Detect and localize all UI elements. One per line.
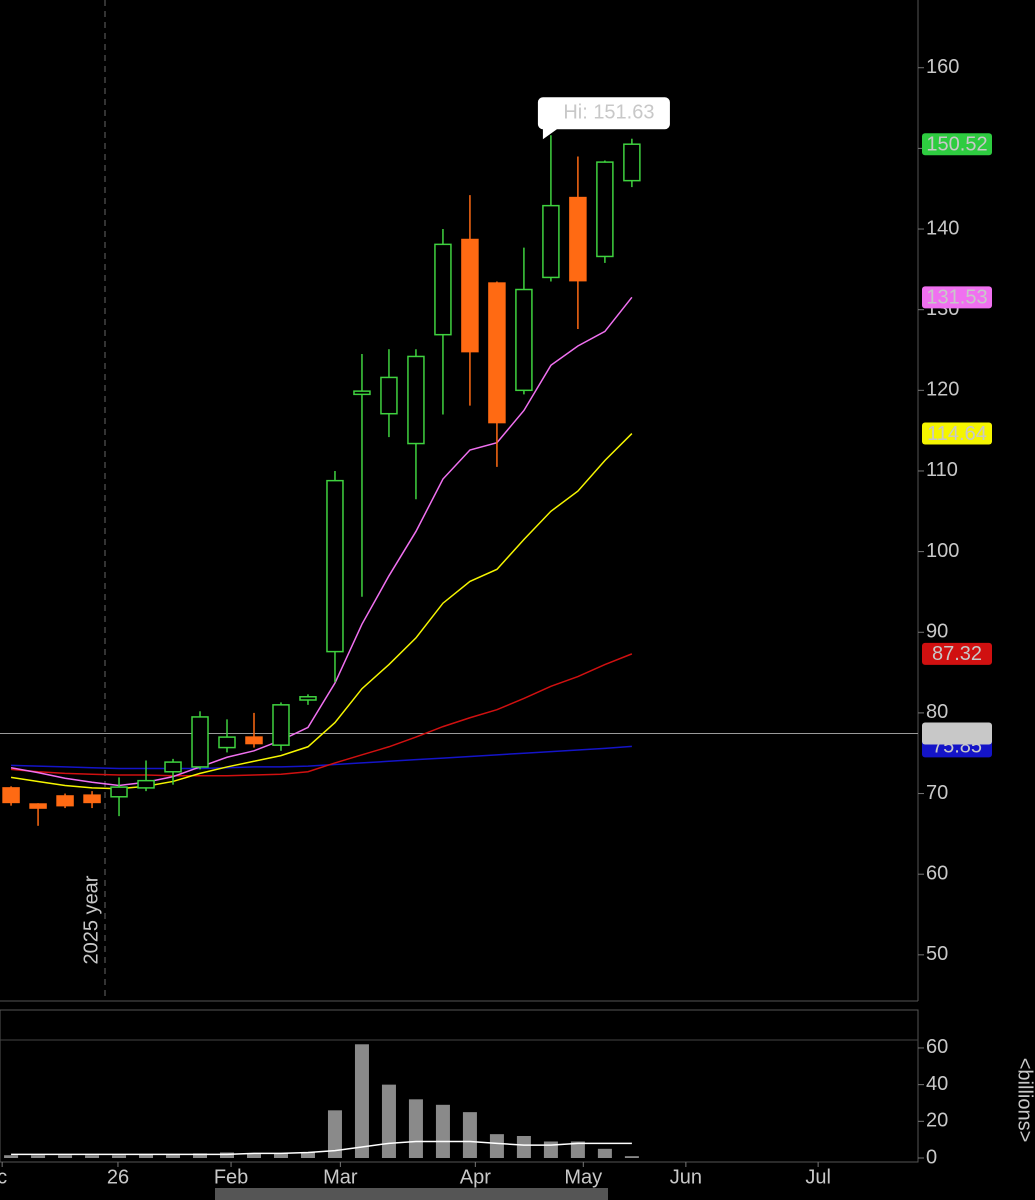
x-tick-label: Mar [323, 1166, 358, 1188]
candle-body [299, 696, 317, 701]
candle-body [569, 196, 587, 282]
y-tick-label: 100 [926, 540, 959, 562]
volume-bar [408, 1099, 423, 1158]
volume-bar [462, 1112, 477, 1158]
y-tick-label: 40 [926, 1073, 948, 1095]
volume-bar [516, 1135, 531, 1158]
last-value-label: 114.64 [927, 423, 987, 445]
volume-bar [112, 1155, 127, 1158]
volume-bar [381, 1084, 396, 1158]
volume-bar [273, 1153, 288, 1158]
candle-body [515, 288, 533, 392]
volume-bar [85, 1155, 100, 1158]
last-value-box [922, 422, 992, 445]
y-tick-label: 70 [926, 782, 948, 804]
y-tick-label: 50 [926, 943, 948, 965]
x-tick-label: Feb [214, 1166, 248, 1188]
x-tick-label: May [564, 1166, 602, 1188]
volume-bar [597, 1148, 612, 1158]
y-tick-label: 80 [926, 701, 948, 723]
candle-body [542, 204, 560, 279]
volume-bar [193, 1153, 208, 1158]
x-tick-label: Jun [670, 1166, 702, 1188]
x-tick-label: Jul [805, 1166, 831, 1188]
volume-bar [489, 1134, 504, 1158]
candle-body [380, 376, 398, 415]
moving-average [10, 653, 633, 777]
y-tick-label: 160 [926, 56, 959, 78]
last-value-label: 131.53 [926, 287, 987, 309]
volume-average [11, 1140, 632, 1156]
candle-body [326, 479, 344, 653]
y-tick-label: 0 [926, 1146, 937, 1168]
volume-bar [624, 1156, 639, 1158]
last-value-label: 150.52 [926, 133, 987, 155]
y-tick-label: 60 [926, 862, 948, 884]
pane-border [0, 1009, 919, 1163]
volume-bar [4, 1155, 19, 1158]
volume-bar [354, 1044, 369, 1158]
volume-bar [300, 1152, 315, 1158]
volume-bar [220, 1152, 235, 1158]
y-tick-label: 90 [926, 621, 948, 643]
candle-body [56, 795, 74, 807]
candle-body [407, 355, 425, 445]
candle-body [488, 282, 506, 424]
candle-body [164, 761, 182, 773]
candle-body [272, 704, 290, 746]
volume-bar [166, 1154, 181, 1158]
y-tick-label: 120 [926, 379, 959, 401]
candle-body [191, 716, 209, 768]
last-value-box [922, 286, 992, 309]
y-tick-label: 140 [926, 217, 959, 239]
annotation-box [537, 97, 670, 140]
y-tick-label: 20 [926, 1110, 948, 1132]
last-value-box [922, 642, 992, 665]
volume-bar [570, 1141, 585, 1158]
candle-body [29, 803, 47, 809]
y-tick-label: 60 [926, 1036, 948, 1058]
volume-bar [139, 1154, 154, 1158]
candle-body [596, 161, 614, 258]
candle-body [83, 794, 101, 804]
last-value-box [922, 133, 992, 156]
y-tick-label: 110 [926, 459, 958, 481]
volume-bar [327, 1110, 342, 1158]
last-value-label: 77.44 [932, 723, 982, 745]
x-tick-label: Apr [460, 1166, 491, 1188]
candle-body [110, 786, 128, 798]
x-tick-label: 26 [107, 1166, 129, 1188]
candle-body [623, 143, 641, 182]
candle-body [353, 390, 371, 396]
candle-body [461, 238, 479, 353]
last-value-box [922, 722, 992, 745]
candle-body [137, 779, 155, 789]
volume-bar [246, 1153, 261, 1158]
volume-bar [435, 1104, 450, 1158]
candle-body [218, 736, 236, 749]
volume-bar [543, 1141, 558, 1158]
year-marker-label: 2025 year [80, 875, 102, 964]
last-value-label: 87.32 [932, 643, 982, 665]
candle-body [245, 736, 263, 745]
volume-bar [58, 1155, 73, 1158]
scrollbar[interactable] [215, 1188, 608, 1200]
y-axis-label: <billions> [1014, 1058, 1035, 1143]
candle-body [434, 243, 452, 336]
moving-average [11, 745, 632, 770]
volume-bar [31, 1155, 46, 1158]
candle-body [2, 787, 20, 804]
moving-average [10, 296, 633, 787]
x-tick-label: c [0, 1166, 7, 1188]
annotation: Hi: 151.63 [563, 102, 654, 124]
